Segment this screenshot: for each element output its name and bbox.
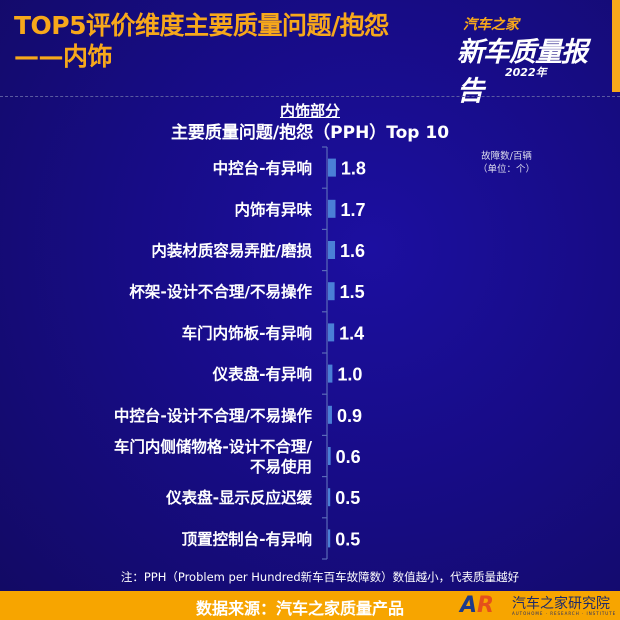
chart-subtitle: 主要质量问题/抱怨（PPH）Top 10 bbox=[170, 123, 450, 143]
category-label: 车门内饰板-有异响 bbox=[182, 323, 312, 342]
bar bbox=[328, 488, 331, 507]
page-title: TOP5评价维度主要质量问题/抱怨 ——内饰 bbox=[14, 10, 389, 72]
bar bbox=[328, 529, 331, 548]
footnote: 注：PPH（Problem per Hundred新车百车故障数）数值越小，代表… bbox=[120, 570, 520, 584]
bar bbox=[328, 364, 333, 383]
category-label: 内装材质容易弄脏/磨损 bbox=[151, 241, 312, 260]
value-label: 0.5 bbox=[335, 488, 360, 508]
unit-label: 故障数/百辆 （单位：个） bbox=[478, 150, 535, 176]
logo-brand: 汽车之家 bbox=[463, 17, 519, 33]
brand-name: 汽车之家研究院 bbox=[512, 596, 610, 612]
chart-title: 内饰部分 bbox=[279, 102, 340, 120]
title-line2: ——内饰 bbox=[14, 42, 113, 71]
value-label: 0.9 bbox=[337, 406, 362, 426]
bar bbox=[328, 199, 336, 218]
value-label: 1.6 bbox=[340, 241, 365, 261]
logo-report: 新车质量报告 bbox=[457, 37, 588, 107]
value-label: 0.6 bbox=[336, 447, 361, 467]
brand-english: AUTOHOME · RESEARCH · INSTITUTE bbox=[512, 611, 617, 616]
accent-strip bbox=[612, 0, 620, 92]
category-label: 顶置控制台-有异响 bbox=[182, 529, 312, 548]
value-label: 1.7 bbox=[340, 200, 365, 220]
bar bbox=[328, 447, 331, 465]
data-source: 数据来源：汽车之家质量产品 bbox=[196, 599, 405, 618]
value-label: 1.5 bbox=[340, 282, 365, 302]
category-label: 仪表盘-显示反应迟缓 bbox=[165, 488, 312, 507]
report-logo: 汽车之家 新车质量报告 2022年 bbox=[455, 12, 605, 107]
unit-line2: （单位：个） bbox=[478, 164, 536, 175]
footer-bar: 数据来源：汽车之家质量产品 AR 汽车之家研究院 AUTOHOME · RESE… bbox=[0, 591, 620, 620]
unit-line1: 故障数/百辆 bbox=[481, 151, 532, 162]
bar bbox=[328, 241, 336, 259]
value-label: 1.4 bbox=[339, 323, 364, 343]
bar-chart: 中控台-有异响 1.8 内饰有异味 1.7 内装材质容易弄脏/磨损 1.6 杯架-设计不合理… bbox=[114, 146, 366, 560]
value-label: 1.8 bbox=[341, 159, 366, 179]
bar bbox=[328, 405, 332, 424]
ar-logo: AR bbox=[460, 593, 494, 618]
category-label: 杯架-设计不合理/不易操作 bbox=[129, 282, 312, 301]
divider bbox=[0, 96, 620, 97]
category-label: 车门内侧储物格-设计不合理/不易使用 bbox=[114, 437, 312, 476]
category-label: 仪表盘-有异响 bbox=[212, 365, 312, 384]
bar bbox=[328, 158, 336, 177]
bar bbox=[328, 323, 335, 342]
logo-year: 2022年 bbox=[505, 66, 547, 79]
category-label: 内饰有异味 bbox=[234, 200, 312, 219]
bar bbox=[328, 282, 335, 301]
value-label: 1.0 bbox=[337, 365, 362, 385]
category-label: 中控台-有异响 bbox=[213, 159, 312, 178]
value-label: 0.5 bbox=[335, 529, 360, 549]
title-line1: TOP5评价维度主要质量问题/抱怨 bbox=[14, 11, 389, 40]
category-label: 中控台-设计不合理/不易操作 bbox=[114, 406, 313, 425]
